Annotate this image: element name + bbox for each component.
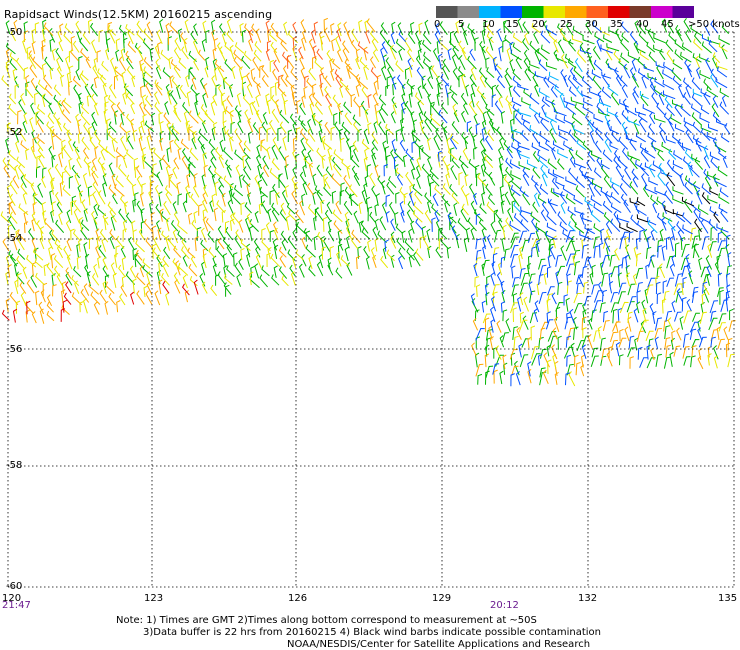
- wind-barb-group: [2, 17, 736, 385]
- note-line-1: Note: 1) Times are GMT 2)Times along bot…: [116, 615, 537, 626]
- map-title: Rapidsact Winds(12.5KM) 20160215 ascendi…: [4, 8, 273, 21]
- wind-barb-group: [380, 20, 732, 387]
- color-scale-box: [500, 6, 522, 18]
- scale-label-15: 15: [506, 19, 519, 30]
- color-scale-box: [436, 6, 458, 18]
- lat-label-58: -58: [6, 460, 23, 471]
- scale-label-20: 20: [532, 19, 545, 30]
- color-scale-box: [608, 6, 630, 18]
- scale-label-0: 0: [434, 19, 441, 30]
- color-scale-box: [629, 6, 651, 18]
- scale-label-5: 5: [458, 19, 465, 30]
- color-scale-box: [672, 6, 694, 18]
- color-scale-box: [479, 6, 501, 18]
- wind-barb-group: [0, 18, 735, 387]
- lon-label-126: 126: [288, 593, 308, 604]
- scale-label-30: 30: [585, 19, 598, 30]
- wind-barbs: [0, 17, 736, 387]
- color-scale: 0 5 10 15 20 25 30 35 40 45 >50 knots: [0, 0, 740, 34]
- wind-barb-group: [248, 20, 379, 108]
- lat-label-60: -60: [6, 581, 23, 592]
- color-scale-box: [543, 6, 565, 18]
- lon-label-123: 123: [144, 593, 164, 604]
- lon-label-120: 120: [2, 593, 22, 604]
- lat-label-52: -52: [6, 127, 23, 138]
- scale-label-10: 10: [482, 19, 495, 30]
- lon-label-132: 132: [578, 593, 598, 604]
- map-grid: [7, 31, 735, 588]
- scale-label-40: 40: [636, 19, 649, 30]
- wind-barb-group: [619, 172, 721, 233]
- wind-barb-group: [511, 58, 719, 234]
- color-scale-box: [586, 6, 608, 18]
- time-label-right: 20:12: [490, 600, 519, 611]
- time-label-left: 21:47: [2, 600, 31, 611]
- color-scale-box: [565, 6, 587, 18]
- color-scale-boxes: [436, 6, 694, 18]
- scale-label-45: 45: [661, 19, 674, 30]
- lon-label-135: 135: [718, 593, 738, 604]
- lat-label-56: -56: [6, 344, 23, 355]
- wind-barb-group: [1, 279, 199, 323]
- scale-label-25: 25: [560, 19, 573, 30]
- scale-label-50: >50 knots: [688, 19, 740, 30]
- color-scale-box: [522, 6, 544, 18]
- color-scale-box: [651, 6, 673, 18]
- lon-label-129: 129: [432, 593, 452, 604]
- lat-label-54: -54: [6, 233, 23, 244]
- color-scale-box: [457, 6, 479, 18]
- lat-label-50: -50: [6, 27, 23, 38]
- scale-label-35: 35: [610, 19, 623, 30]
- note-line-3: NOAA/NESDIS/Center for Satellite Applica…: [287, 639, 591, 650]
- note-line-2: 3)Data buffer is 22 hrs from 20160215 4)…: [143, 627, 601, 638]
- wind-barb-group: [5, 17, 734, 386]
